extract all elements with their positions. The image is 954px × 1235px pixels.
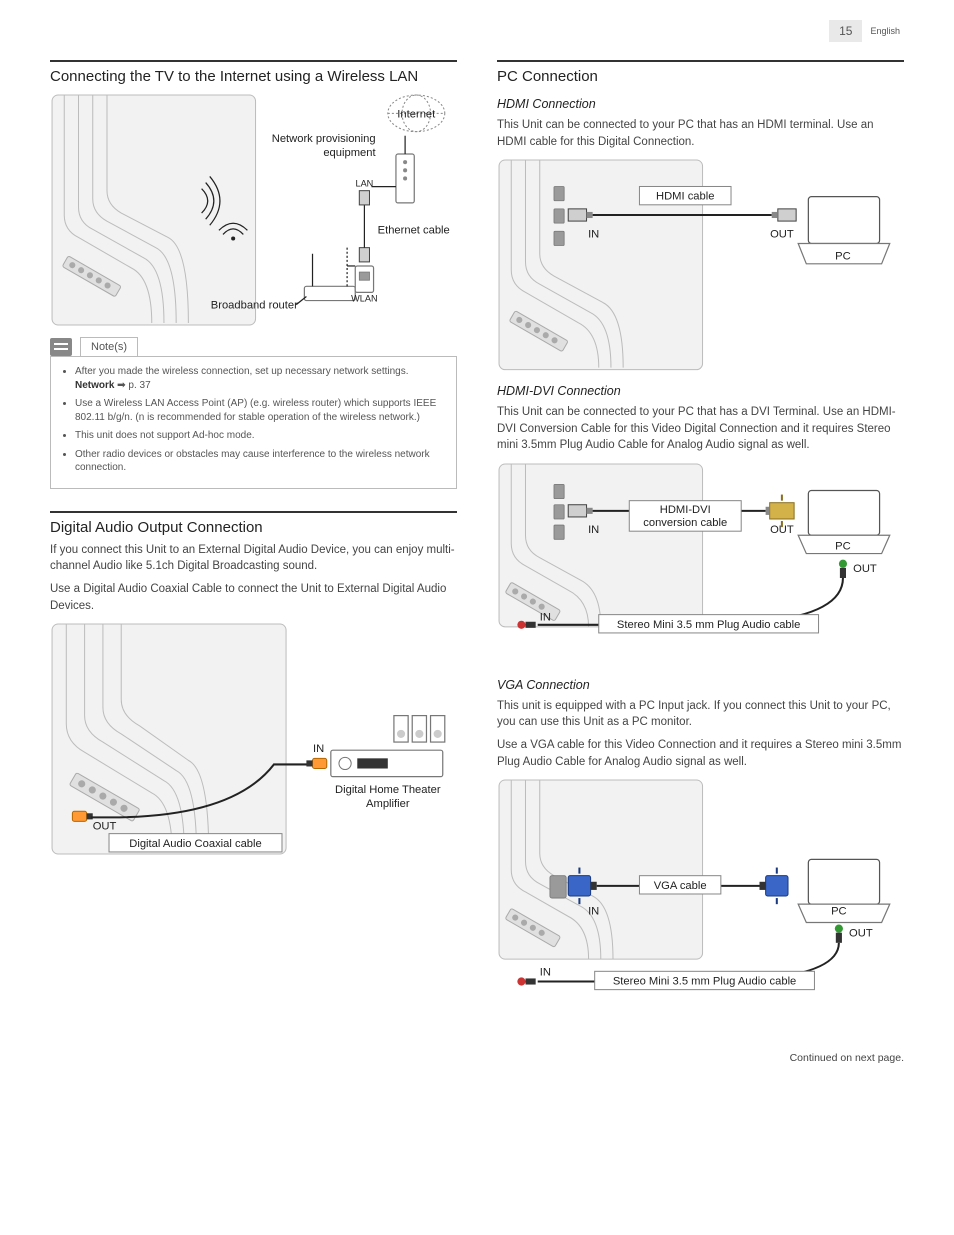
coax-label: Digital Audio Coaxial cable — [129, 838, 261, 850]
page-header: 15 English — [50, 20, 904, 42]
wlan-diagram: WLAN Broadband router LAN Ethernet cable… — [50, 93, 457, 327]
dvi-audio-out: OUT — [853, 563, 877, 575]
hdmi-pc: PC — [835, 251, 851, 263]
ethernet-label: Ethernet cable — [378, 224, 450, 236]
vga-in: IN — [588, 906, 599, 918]
vga-diagram: IN VGA cable PC OUT IN Stereo Mini 3.5 m… — [497, 778, 904, 1002]
notes-box: After you made the wireless connection, … — [50, 356, 457, 489]
audio-p1: If you connect this Unit to an External … — [50, 542, 457, 575]
lan-port-label: LAN — [356, 179, 374, 189]
amp-l1: Digital Home Theater — [335, 784, 441, 796]
left-column: Connecting the TV to the Internet using … — [50, 56, 457, 1012]
note-item: After you made the wireless connection, … — [75, 365, 446, 392]
prov2: equipment — [323, 147, 376, 159]
page-language: English — [870, 26, 904, 36]
dvi-in: IN — [588, 524, 599, 536]
wlan-label: WLAN — [351, 294, 377, 304]
note-text: After you made the wireless connection, … — [75, 366, 409, 377]
dvi-pc: PC — [835, 541, 851, 553]
dvi-cable1: HDMI-DVI — [660, 504, 711, 516]
audio-title: Digital Audio Output Connection — [50, 519, 457, 536]
amp-l2: Amplifier — [366, 798, 410, 810]
note-link[interactable]: Network — [75, 380, 114, 391]
hdmi-diagram: IN OUT HDMI cable PC — [497, 158, 904, 372]
note-ref: p. 37 — [126, 380, 151, 391]
vga-cable-label: VGA cable — [654, 880, 707, 892]
prov1: Network provisioning — [272, 133, 376, 145]
vga-audio-label: Stereo Mini 3.5 mm Plug Audio cable — [613, 976, 796, 988]
arrow-icon: ➟ — [117, 380, 125, 391]
notes-header: Note(s) — [50, 337, 457, 356]
notes-title: Note(s) — [80, 337, 138, 356]
notes-icon — [50, 338, 72, 356]
hdmi-out: OUT — [770, 229, 794, 241]
vga-heading: VGA Connection — [497, 678, 904, 692]
hdmi-p1: This Unit can be connected to your PC th… — [497, 117, 904, 150]
wlan-title: Connecting the TV to the Internet using … — [50, 68, 457, 85]
right-column: PC Connection HDMI Connection This Unit … — [497, 56, 904, 1012]
continued-notice: Continued on next page. — [50, 1052, 904, 1064]
dvi-audio-in: IN — [540, 612, 551, 624]
vga-p2: Use a VGA cable for this Video Connectio… — [497, 737, 904, 770]
pc-title: PC Connection — [497, 68, 904, 85]
out-label: OUT — [93, 821, 117, 833]
dvi-audio-label: Stereo Mini 3.5 mm Plug Audio cable — [617, 619, 800, 631]
hdmidvi-diagram: IN OUT HDMI-DVI conversion cable PC OUT … — [497, 462, 904, 666]
hdmidvi-heading: HDMI-DVI Connection — [497, 384, 904, 398]
vga-pc: PC — [831, 906, 847, 918]
hdmi-cable-label: HDMI cable — [656, 191, 714, 203]
note-item: Other radio devices or obstacles may cau… — [75, 448, 446, 475]
router-label: Broadband router — [211, 300, 298, 312]
hdmi-in: IN — [588, 229, 599, 241]
vga-audio-in: IN — [540, 967, 551, 979]
in-label: IN — [313, 743, 324, 755]
audio-diagram: OUT IN Digital Home Theater Amplifier — [50, 622, 457, 856]
hdmi-heading: HDMI Connection — [497, 97, 904, 111]
hdmidvi-p1: This Unit can be connected to your PC th… — [497, 404, 904, 454]
internet-label: Internet — [397, 108, 436, 120]
dvi-cable2: conversion cable — [643, 517, 727, 529]
note-item: This unit does not support Ad-hoc mode. — [75, 429, 446, 443]
page-number: 15 — [829, 20, 862, 42]
audio-p2: Use a Digital Audio Coaxial Cable to con… — [50, 581, 457, 614]
note-item: Use a Wireless LAN Access Point (AP) (e.… — [75, 397, 446, 424]
vga-p1: This unit is equipped with a PC Input ja… — [497, 698, 904, 731]
vga-audio-out: OUT — [849, 928, 873, 940]
dvi-out: OUT — [770, 524, 794, 536]
